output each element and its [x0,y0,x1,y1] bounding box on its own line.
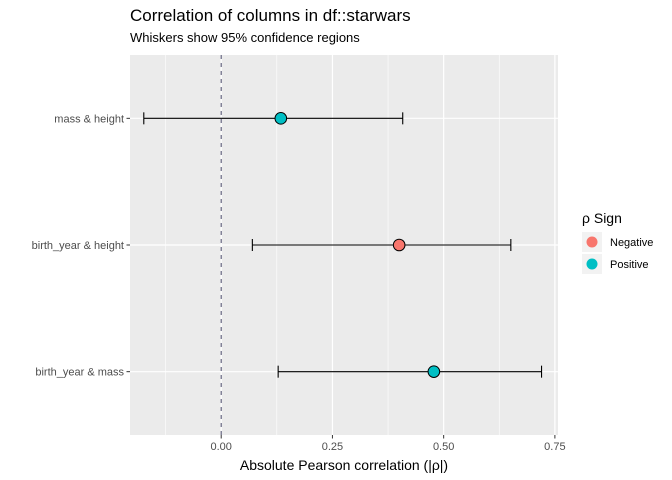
x-tick-label: 0.00 [210,441,231,453]
legend-label: Negative [610,237,653,249]
data-marks [143,112,543,378]
y-tick-label: mass & height [54,113,124,125]
legend: ρ Sign Negative Positive [582,210,653,274]
point-group [251,238,512,252]
y-tick-label: birth_year & mass [35,367,124,379]
chart-subtitle: Whiskers show 95% confidence regions [130,30,360,45]
y-tick-label: birth_year & height [32,240,124,252]
estimate-point [274,112,288,125]
legend-title: ρ Sign [582,210,622,226]
legend-entry: Negative [582,232,653,252]
legend-key-positive [586,258,598,270]
x-axis-title: Absolute Pearson correlation (|ρ|) [240,457,448,473]
chart-title: Correlation of columns in df::starwars [130,6,411,25]
point-group [143,112,404,125]
legend-label: Positive [610,259,649,271]
point-group [277,365,543,378]
legend-key-negative [586,236,598,248]
x-tick-label: 0.25 [322,441,343,453]
estimate-point [427,365,441,378]
legend-entry: Positive [582,254,649,274]
x-tick-label: 0.50 [433,441,454,453]
estimate-point [392,238,406,252]
x-tick-label: 0.75 [544,441,565,453]
axes: 0.00 0.25 0.50 0.75 mass & height birth_year … [32,113,566,453]
